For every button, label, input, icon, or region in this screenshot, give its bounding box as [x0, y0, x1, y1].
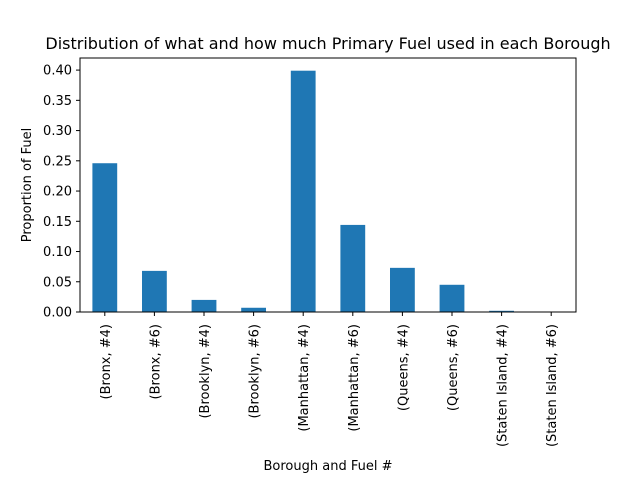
chart-title: Distribution of what and how much Primar… [45, 34, 610, 53]
x-tick-label-3: (Brooklyn, #6) [248, 324, 263, 419]
bar-5 [340, 224, 366, 312]
y-axis-label: Proportion of Fuel [20, 128, 35, 243]
x-tick-label-0: (Bronx, #4) [99, 324, 114, 399]
y-tick-label-6: 0.30 [43, 124, 72, 139]
bar-6 [390, 267, 415, 312]
x-axis-ticks: (Bronx, #4) (Bronx, #6) (Brooklyn, #4) (Bro… [99, 312, 560, 447]
bar-7 [439, 284, 465, 312]
y-tick-label-5: 0.25 [43, 154, 72, 169]
y-axis-ticks: 0.00 0.05 0.10 0.15 0.20 0.25 0.30 0.35 0.40 [43, 64, 80, 321]
bar-3 [241, 307, 266, 312]
bar-2 [191, 299, 217, 312]
x-tick-label-7: (Queens, #6) [446, 324, 461, 411]
y-tick-label-7: 0.35 [43, 94, 72, 109]
y-tick-label-8: 0.40 [43, 64, 72, 79]
x-tick-label-9: (Staten Island, #6) [545, 324, 560, 447]
x-tick-label-2: (Brooklyn, #4) [198, 324, 213, 419]
bars [92, 70, 564, 312]
y-tick-label-0: 0.00 [43, 306, 72, 321]
y-tick-label-4: 0.20 [43, 185, 72, 200]
bar-4 [290, 70, 316, 312]
x-tick-label-6: (Queens, #4) [396, 324, 411, 411]
y-tick-label-1: 0.05 [43, 275, 72, 290]
y-tick-label-3: 0.15 [43, 215, 72, 230]
y-tick-label-2: 0.10 [43, 245, 72, 260]
x-axis-label: Borough and Fuel # [264, 459, 393, 474]
bar-8 [489, 310, 514, 312]
bar-0 [92, 163, 118, 312]
plot-area-frame [79, 57, 577, 313]
x-tick-label-8: (Staten Island, #4) [496, 324, 511, 447]
x-tick-label-1: (Bronx, #6) [148, 324, 163, 399]
x-tick-label-5: (Manhattan, #6) [347, 324, 362, 432]
bar-1 [142, 270, 167, 312]
x-tick-label-4: (Manhattan, #4) [297, 324, 312, 432]
